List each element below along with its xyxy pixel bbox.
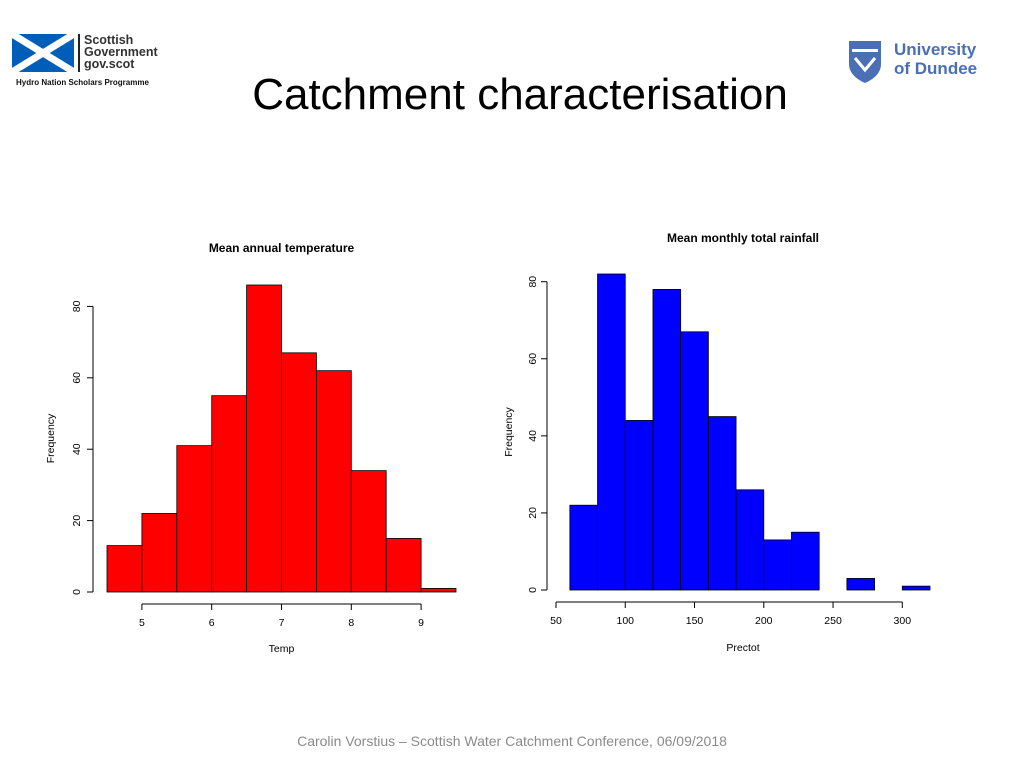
slide-footer: Carolin Vorstius – Scottish Water Catchm… xyxy=(297,733,727,749)
rain-bar xyxy=(652,289,682,591)
rain-bar xyxy=(735,489,765,591)
rain-y-tick-label: 40 xyxy=(527,430,539,442)
temp-bar xyxy=(176,445,213,593)
temp-y-tick-label: 20 xyxy=(71,515,83,527)
rain-y-tick-label: 80 xyxy=(527,276,539,288)
temperature-histogram: Mean annual temperature 5 6 7 8 9 Temp 0 20 40 60 8… xyxy=(40,232,480,662)
rain-bar xyxy=(624,420,654,591)
rain-bar xyxy=(791,531,820,591)
rain-x-tick-label: 250 xyxy=(824,615,842,627)
temp-bar xyxy=(315,370,352,593)
temp-y-tick-label: 0 xyxy=(71,589,83,595)
temp-bar xyxy=(281,352,317,593)
hydro-nation-label: Hydro Nation Scholars Programme xyxy=(16,78,149,87)
temp-y-tick-label: 60 xyxy=(71,372,83,384)
saltire-flag-icon xyxy=(12,34,74,72)
rain-bar xyxy=(707,416,737,591)
rain-y-axis-label: Frequency xyxy=(503,406,515,456)
temp-x-tick-label: 9 xyxy=(418,617,424,629)
slide-title: Catchment characterisation xyxy=(252,70,788,119)
temp-bar xyxy=(246,284,282,593)
rain-x-axis-label: Prectot xyxy=(726,642,759,654)
shield-band xyxy=(852,49,878,52)
temp-y-tick-label: 40 xyxy=(71,443,83,455)
temp-x-tick-label: 8 xyxy=(348,617,354,629)
temp-bar xyxy=(106,545,143,593)
rain-x-tick-label: 200 xyxy=(755,615,773,627)
temp-bar xyxy=(141,513,178,593)
temp-y-tick-label: 80 xyxy=(71,300,83,312)
temp-y-axis-label: Frequency xyxy=(45,413,57,463)
temp-x-tick-label: 7 xyxy=(279,617,285,629)
rain-y-tick-label: 0 xyxy=(527,587,539,593)
university-of-dundee-logo: University of Dundee xyxy=(848,40,998,88)
temp-chart-title: Mean annual temperature xyxy=(209,241,355,255)
temp-bar xyxy=(211,395,247,593)
rain-x-tick-label: 150 xyxy=(686,615,704,627)
temp-x-axis-label: Temp xyxy=(269,643,295,655)
university-wordmark: University of Dundee xyxy=(894,40,977,78)
temp-bar xyxy=(385,538,422,593)
rainfall-histogram: Mean monthly total rainfall 50 100 150 200 25… xyxy=(500,222,960,662)
scottish-government-logo: Scottish Government gov.scot Hydro Natio… xyxy=(12,34,172,90)
temp-x-tick-label: 5 xyxy=(139,617,145,629)
rain-chart-title: Mean monthly total rainfall xyxy=(667,231,819,245)
university-wordmark-line: of Dundee xyxy=(894,59,978,78)
rain-x-tick-label: 300 xyxy=(894,615,912,627)
gov-wordmark-line: Scottish xyxy=(84,33,134,47)
temp-bar xyxy=(350,470,387,593)
rain-bar xyxy=(763,539,792,591)
rain-bar xyxy=(597,273,626,591)
rain-y-tick-label: 60 xyxy=(527,353,539,365)
rain-bar xyxy=(901,585,931,591)
temp-bar xyxy=(420,588,457,593)
logo-divider xyxy=(78,34,80,72)
temp-x-tick-label: 6 xyxy=(209,617,215,629)
shield-chevron xyxy=(853,57,877,73)
rain-bar xyxy=(846,578,875,591)
university-wordmark-line: University xyxy=(894,40,977,59)
rain-bar xyxy=(569,504,598,591)
rain-y-tick-label: 20 xyxy=(527,507,539,519)
shield-icon xyxy=(849,41,881,83)
gov-wordmark: Scottish Government gov.scot xyxy=(84,33,184,71)
rain-x-tick-label: 100 xyxy=(616,615,634,627)
gov-wordmark-line: Government xyxy=(84,45,158,59)
gov-wordmark-line: gov.scot xyxy=(84,57,135,71)
temperature-histogram-svg: Mean annual temperature 5 6 7 8 9 Temp 0 20 40 60 8… xyxy=(45,241,457,655)
rain-bar xyxy=(680,331,709,591)
flag-cross-b xyxy=(12,34,74,72)
rain-x-tick-label: 50 xyxy=(550,615,562,627)
